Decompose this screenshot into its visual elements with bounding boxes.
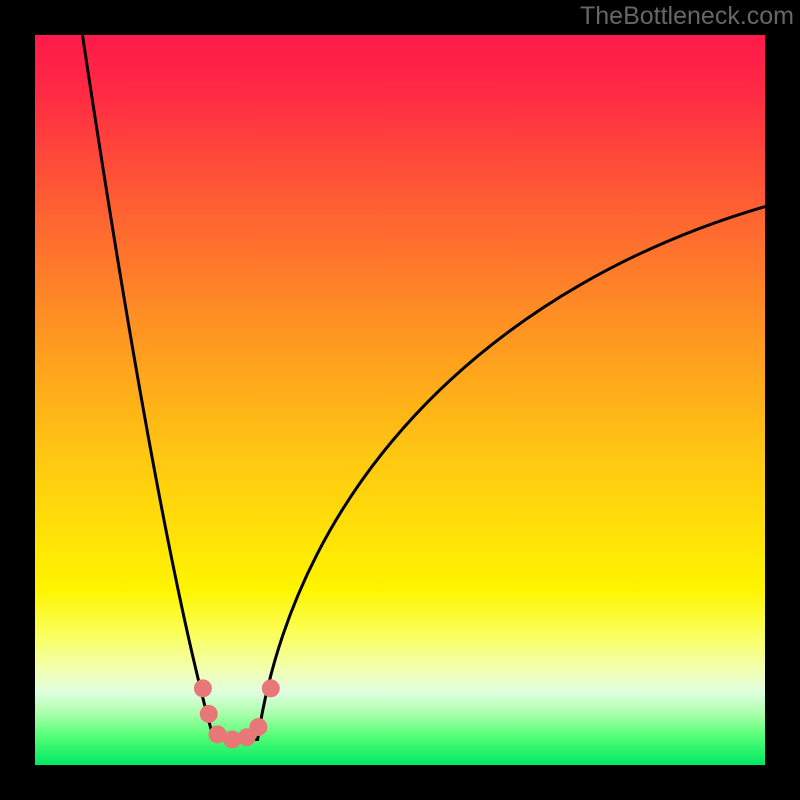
curve-marker: [249, 718, 267, 736]
curve-marker: [200, 705, 218, 723]
bottleneck-chart: [0, 0, 800, 800]
plot-background: [35, 35, 765, 765]
watermark-label: TheBottleneck.com: [580, 2, 794, 31]
chart-container: { "watermark": { "text": "TheBottleneck.…: [0, 0, 800, 800]
curve-marker: [262, 679, 280, 697]
curve-marker: [194, 679, 212, 697]
